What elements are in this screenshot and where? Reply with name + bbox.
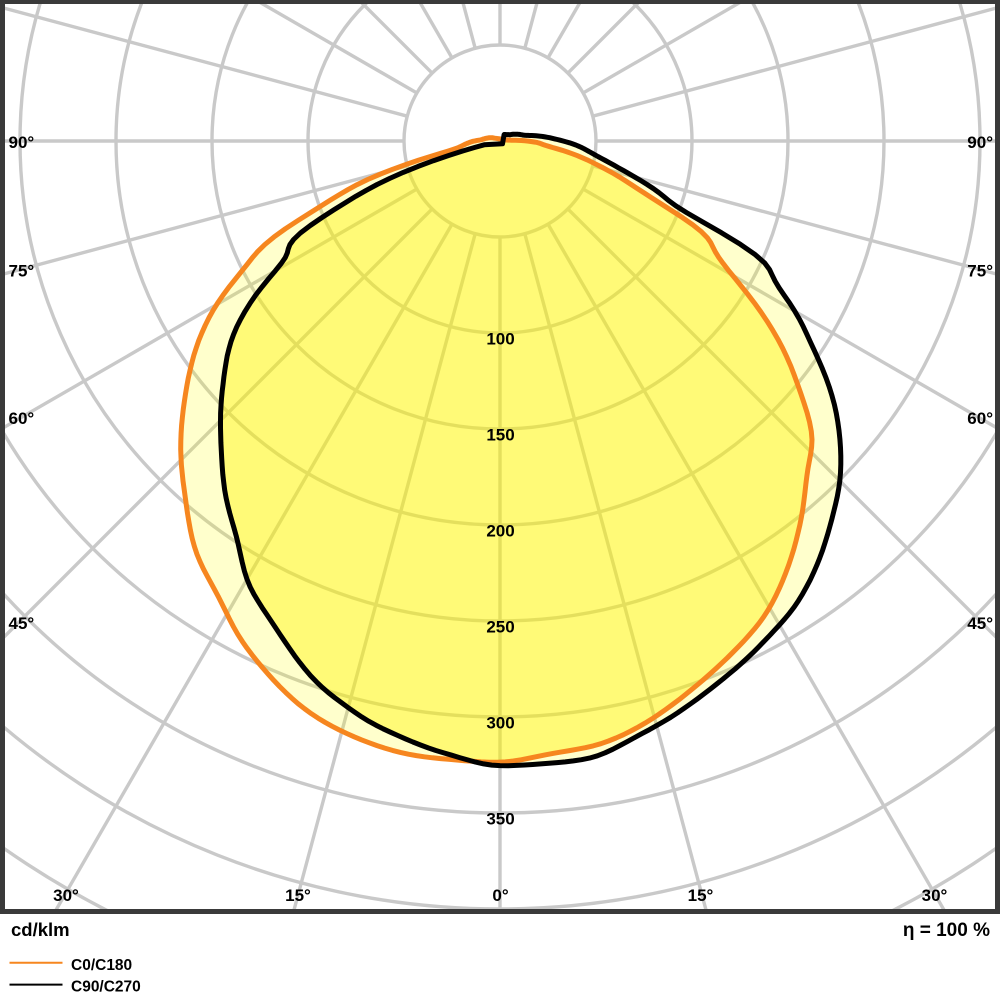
svg-text:75°: 75°: [9, 262, 35, 281]
svg-text:C90/C270: C90/C270: [71, 979, 141, 996]
svg-text:75°: 75°: [967, 262, 993, 281]
svg-text:90°: 90°: [967, 133, 993, 152]
svg-text:100: 100: [486, 330, 514, 349]
svg-text:30°: 30°: [53, 886, 79, 905]
svg-text:C0/C180: C0/C180: [71, 957, 132, 974]
svg-text:15°: 15°: [688, 886, 714, 905]
svg-text:60°: 60°: [967, 409, 993, 428]
svg-text:cd/klm: cd/klm: [11, 919, 70, 940]
svg-text:60°: 60°: [9, 409, 35, 428]
svg-text:15°: 15°: [285, 886, 311, 905]
svg-text:η = 100 %: η = 100 %: [903, 920, 990, 941]
svg-text:0°: 0°: [492, 886, 508, 905]
svg-text:45°: 45°: [967, 614, 993, 633]
svg-text:300: 300: [486, 714, 514, 733]
svg-text:45°: 45°: [9, 614, 35, 633]
svg-text:250: 250: [486, 618, 514, 637]
svg-text:200: 200: [486, 522, 514, 541]
svg-text:90°: 90°: [9, 133, 35, 152]
svg-text:30°: 30°: [922, 886, 948, 905]
svg-text:350: 350: [486, 810, 514, 829]
svg-text:150: 150: [486, 426, 514, 445]
